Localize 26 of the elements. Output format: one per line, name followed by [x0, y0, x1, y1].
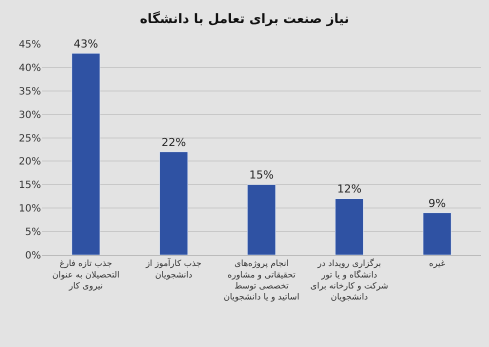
bar: [335, 198, 364, 255]
y-tick-label: 5%: [25, 227, 41, 238]
y-tick-label: 0%: [25, 250, 41, 262]
bar: [422, 212, 452, 255]
y-tick-label: 30%: [18, 110, 41, 121]
bar: [247, 184, 276, 255]
y-tick-label: 35%: [18, 86, 41, 98]
x-tick-label: جذب تازه فارغ التحصیلان به عنوان نیروی کار: [52, 259, 120, 292]
bar: [159, 152, 188, 255]
y-tick-label: 15%: [18, 180, 41, 192]
x-tick-label: جذب کارآموز از دانشجویان: [144, 258, 202, 280]
data-label: 9%: [428, 196, 446, 210]
y-tick-label: 40%: [18, 62, 41, 74]
y-tick-label: 25%: [18, 133, 41, 144]
data-label: 22%: [161, 136, 186, 149]
bar: [72, 53, 100, 255]
data-label: 12%: [337, 182, 362, 196]
y-tick-label: 10%: [18, 204, 41, 215]
chart-title: نیاز صنعت برای تعامل با دانشگاه: [140, 10, 350, 27]
data-label: 15%: [249, 168, 274, 182]
data-label: 43%: [74, 37, 98, 50]
x-tick-label: انجام پروژه‌های تحقیقاتی و مشاوره تخصصی توسط اساتید و یا دانشجویان: [224, 259, 300, 302]
y-tick-label: 45%: [18, 40, 41, 50]
x-tick-label: غیره: [429, 259, 446, 270]
x-tick-label: برگزاری رویداد در دانشگاه و یا تور شرکت و کارخانه برای دانشجویان: [310, 258, 388, 302]
y-tick-label: 20%: [18, 156, 41, 168]
